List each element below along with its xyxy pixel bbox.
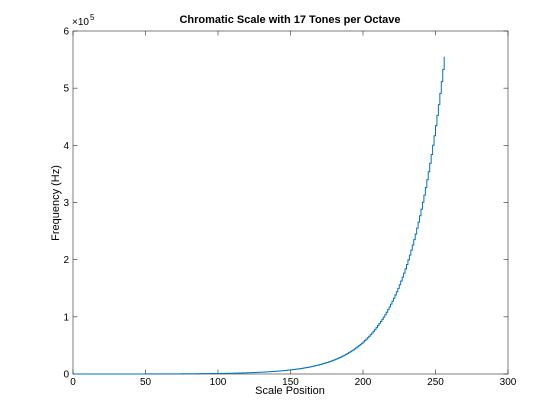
y-exponent-power: 5	[90, 13, 95, 22]
y-exponent-base: ×10	[72, 17, 89, 28]
x-tick-label-6: 300	[500, 377, 517, 388]
x-axis: 0 50 100 150 200 250 300	[70, 31, 517, 388]
y-exponent: ×10 5	[72, 13, 95, 28]
x-axis-label: Scale Position	[255, 385, 325, 397]
chart-title: Chromatic Scale with 17 Tones per Octave	[179, 14, 400, 26]
x-tick-label-5: 250	[427, 377, 444, 388]
x-tick-label-2: 100	[210, 377, 227, 388]
y-axis-label: Frequency (Hz)	[50, 165, 62, 241]
frequency-series-line	[74, 56, 445, 375]
y-tick-label-6: 6	[63, 27, 69, 38]
x-tick-label-4: 200	[355, 377, 372, 388]
x-tick-label-1: 50	[140, 377, 152, 388]
y-tick-label-4: 4	[63, 141, 69, 152]
x-tick-label-3: 150	[282, 377, 299, 388]
y-tick-label-0: 0	[63, 370, 69, 381]
x-tick-label-0: 0	[70, 377, 76, 388]
y-axis: 0 1 2 3 4 5 6	[63, 27, 508, 381]
y-tick-label-1: 1	[63, 312, 69, 323]
y-tick-label-2: 2	[63, 255, 69, 266]
plot-area	[72, 30, 509, 375]
y-tick-label-5: 5	[63, 84, 69, 95]
y-tick-label-3: 3	[63, 198, 69, 209]
